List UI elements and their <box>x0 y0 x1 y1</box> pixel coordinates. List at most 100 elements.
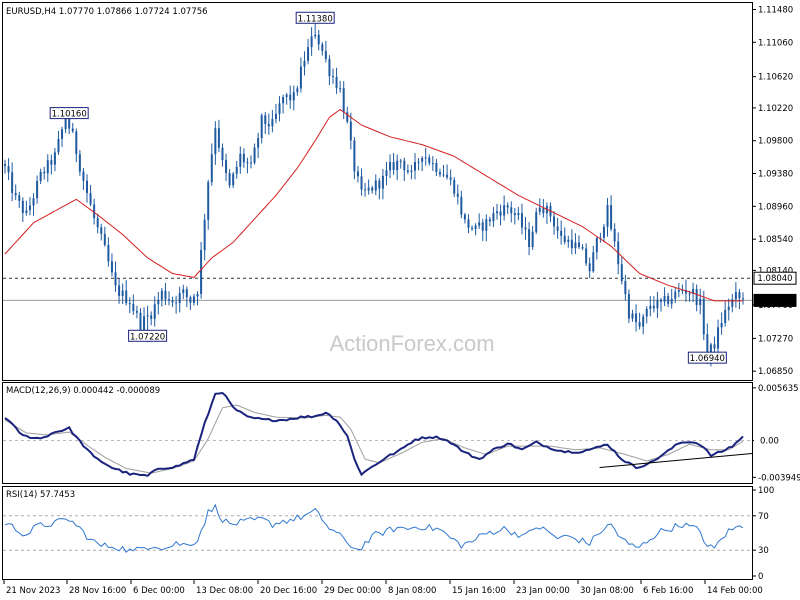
candle-body <box>264 115 267 125</box>
candle-body <box>57 138 60 153</box>
candle-body <box>520 213 523 228</box>
candle-body <box>610 205 613 229</box>
candle-body <box>660 299 662 302</box>
candle-body <box>96 218 99 228</box>
candle-body <box>553 216 556 227</box>
candle-body <box>153 304 156 319</box>
candle-body <box>528 229 531 247</box>
macd-zero-box <box>754 434 796 447</box>
candle-body <box>28 205 31 211</box>
candle-body <box>250 162 252 164</box>
candle-body <box>53 152 56 165</box>
candle-body <box>242 153 245 163</box>
candle-body <box>513 213 516 216</box>
price-tick-label: 1.08540 <box>758 235 793 245</box>
candle-body <box>78 154 81 172</box>
candle-body <box>435 163 438 173</box>
candle-body <box>171 300 174 303</box>
candle-body <box>503 205 506 216</box>
candle-body <box>43 171 46 174</box>
candle-body <box>438 172 441 175</box>
time-tick-label: 30 Jan 08:00 <box>580 586 634 596</box>
macd-tick-label: -0.003949 <box>758 473 800 483</box>
candle-body <box>652 305 655 309</box>
price-annotation-label: 1.10160 <box>52 110 87 120</box>
candle-body <box>709 344 712 356</box>
price-right-label-box <box>753 293 797 307</box>
candle-body <box>717 327 720 349</box>
time-tick-label: 6 Dec 00:00 <box>133 586 185 596</box>
macd-signal-line <box>4 404 744 474</box>
candle-body <box>581 247 584 249</box>
candle-body <box>642 316 645 327</box>
rsi-tick-label: 30 <box>758 546 769 556</box>
candle-body <box>349 121 352 141</box>
candle-body <box>517 213 520 216</box>
candle-body <box>200 250 203 294</box>
candle-body <box>196 293 199 297</box>
candle-body <box>456 193 459 197</box>
candle-body <box>46 160 49 174</box>
candle-body <box>385 170 388 176</box>
candle-body <box>353 140 356 172</box>
candle-body <box>645 308 648 317</box>
candle-body <box>556 226 559 231</box>
candle-body <box>731 299 734 307</box>
candle-body <box>71 128 74 132</box>
price-tick-label: 1.07270 <box>758 334 793 344</box>
candle-body <box>189 297 192 303</box>
candle-body <box>64 118 67 130</box>
candle-body <box>207 182 210 220</box>
candle-body <box>570 239 573 249</box>
candle-body <box>421 157 424 162</box>
price-tick-label: 1.08140 <box>758 266 793 276</box>
candle-body <box>378 180 381 189</box>
candle-body <box>93 204 96 219</box>
candle-body <box>724 310 727 324</box>
candle-body <box>485 219 488 231</box>
time-tick-label: 14 Feb 00:00 <box>707 586 763 596</box>
price-tick-label: 1.09380 <box>758 170 793 180</box>
candle-body <box>396 160 399 171</box>
candle-body <box>734 292 737 300</box>
candle-body <box>417 161 420 163</box>
candle-body <box>613 228 616 242</box>
candle-body <box>428 157 431 164</box>
candle-body <box>496 211 498 214</box>
candle-body <box>135 311 138 313</box>
candle-body <box>86 180 88 194</box>
candle-body <box>414 162 416 171</box>
rsi-tick-label: 70 <box>758 512 769 522</box>
time-tick-label: 21 Nov 2023 <box>6 586 60 596</box>
candle-body <box>210 154 213 183</box>
candle-body <box>289 94 292 101</box>
candle-body <box>474 225 477 229</box>
candle-body <box>32 198 35 206</box>
candle-body <box>203 219 206 251</box>
candle-body <box>713 344 716 349</box>
candle-body <box>253 147 256 163</box>
candle-body <box>542 207 545 214</box>
candle-body <box>702 298 705 335</box>
rsi-tick-label: 0 <box>758 572 763 582</box>
candle-body <box>157 299 160 305</box>
candle-body <box>228 173 231 186</box>
candle-body <box>360 176 363 190</box>
candle-body <box>442 174 445 176</box>
candle-body <box>4 164 6 167</box>
candle-body <box>335 76 338 89</box>
candle-body <box>342 88 345 113</box>
candle-body <box>267 124 270 127</box>
candle-body <box>50 160 53 165</box>
macd-header: MACD(12,26,9) 0.000442 -0.000089 <box>6 386 160 396</box>
candle-body <box>403 160 406 171</box>
candle-body <box>214 128 217 155</box>
candle-body <box>321 44 324 51</box>
candle-body <box>738 292 741 299</box>
candle-body <box>282 97 285 104</box>
candle-body <box>139 312 142 331</box>
time-tick-label: 29 Dec 00:00 <box>324 586 381 596</box>
candle-body <box>670 298 673 304</box>
candle-body <box>132 304 135 312</box>
